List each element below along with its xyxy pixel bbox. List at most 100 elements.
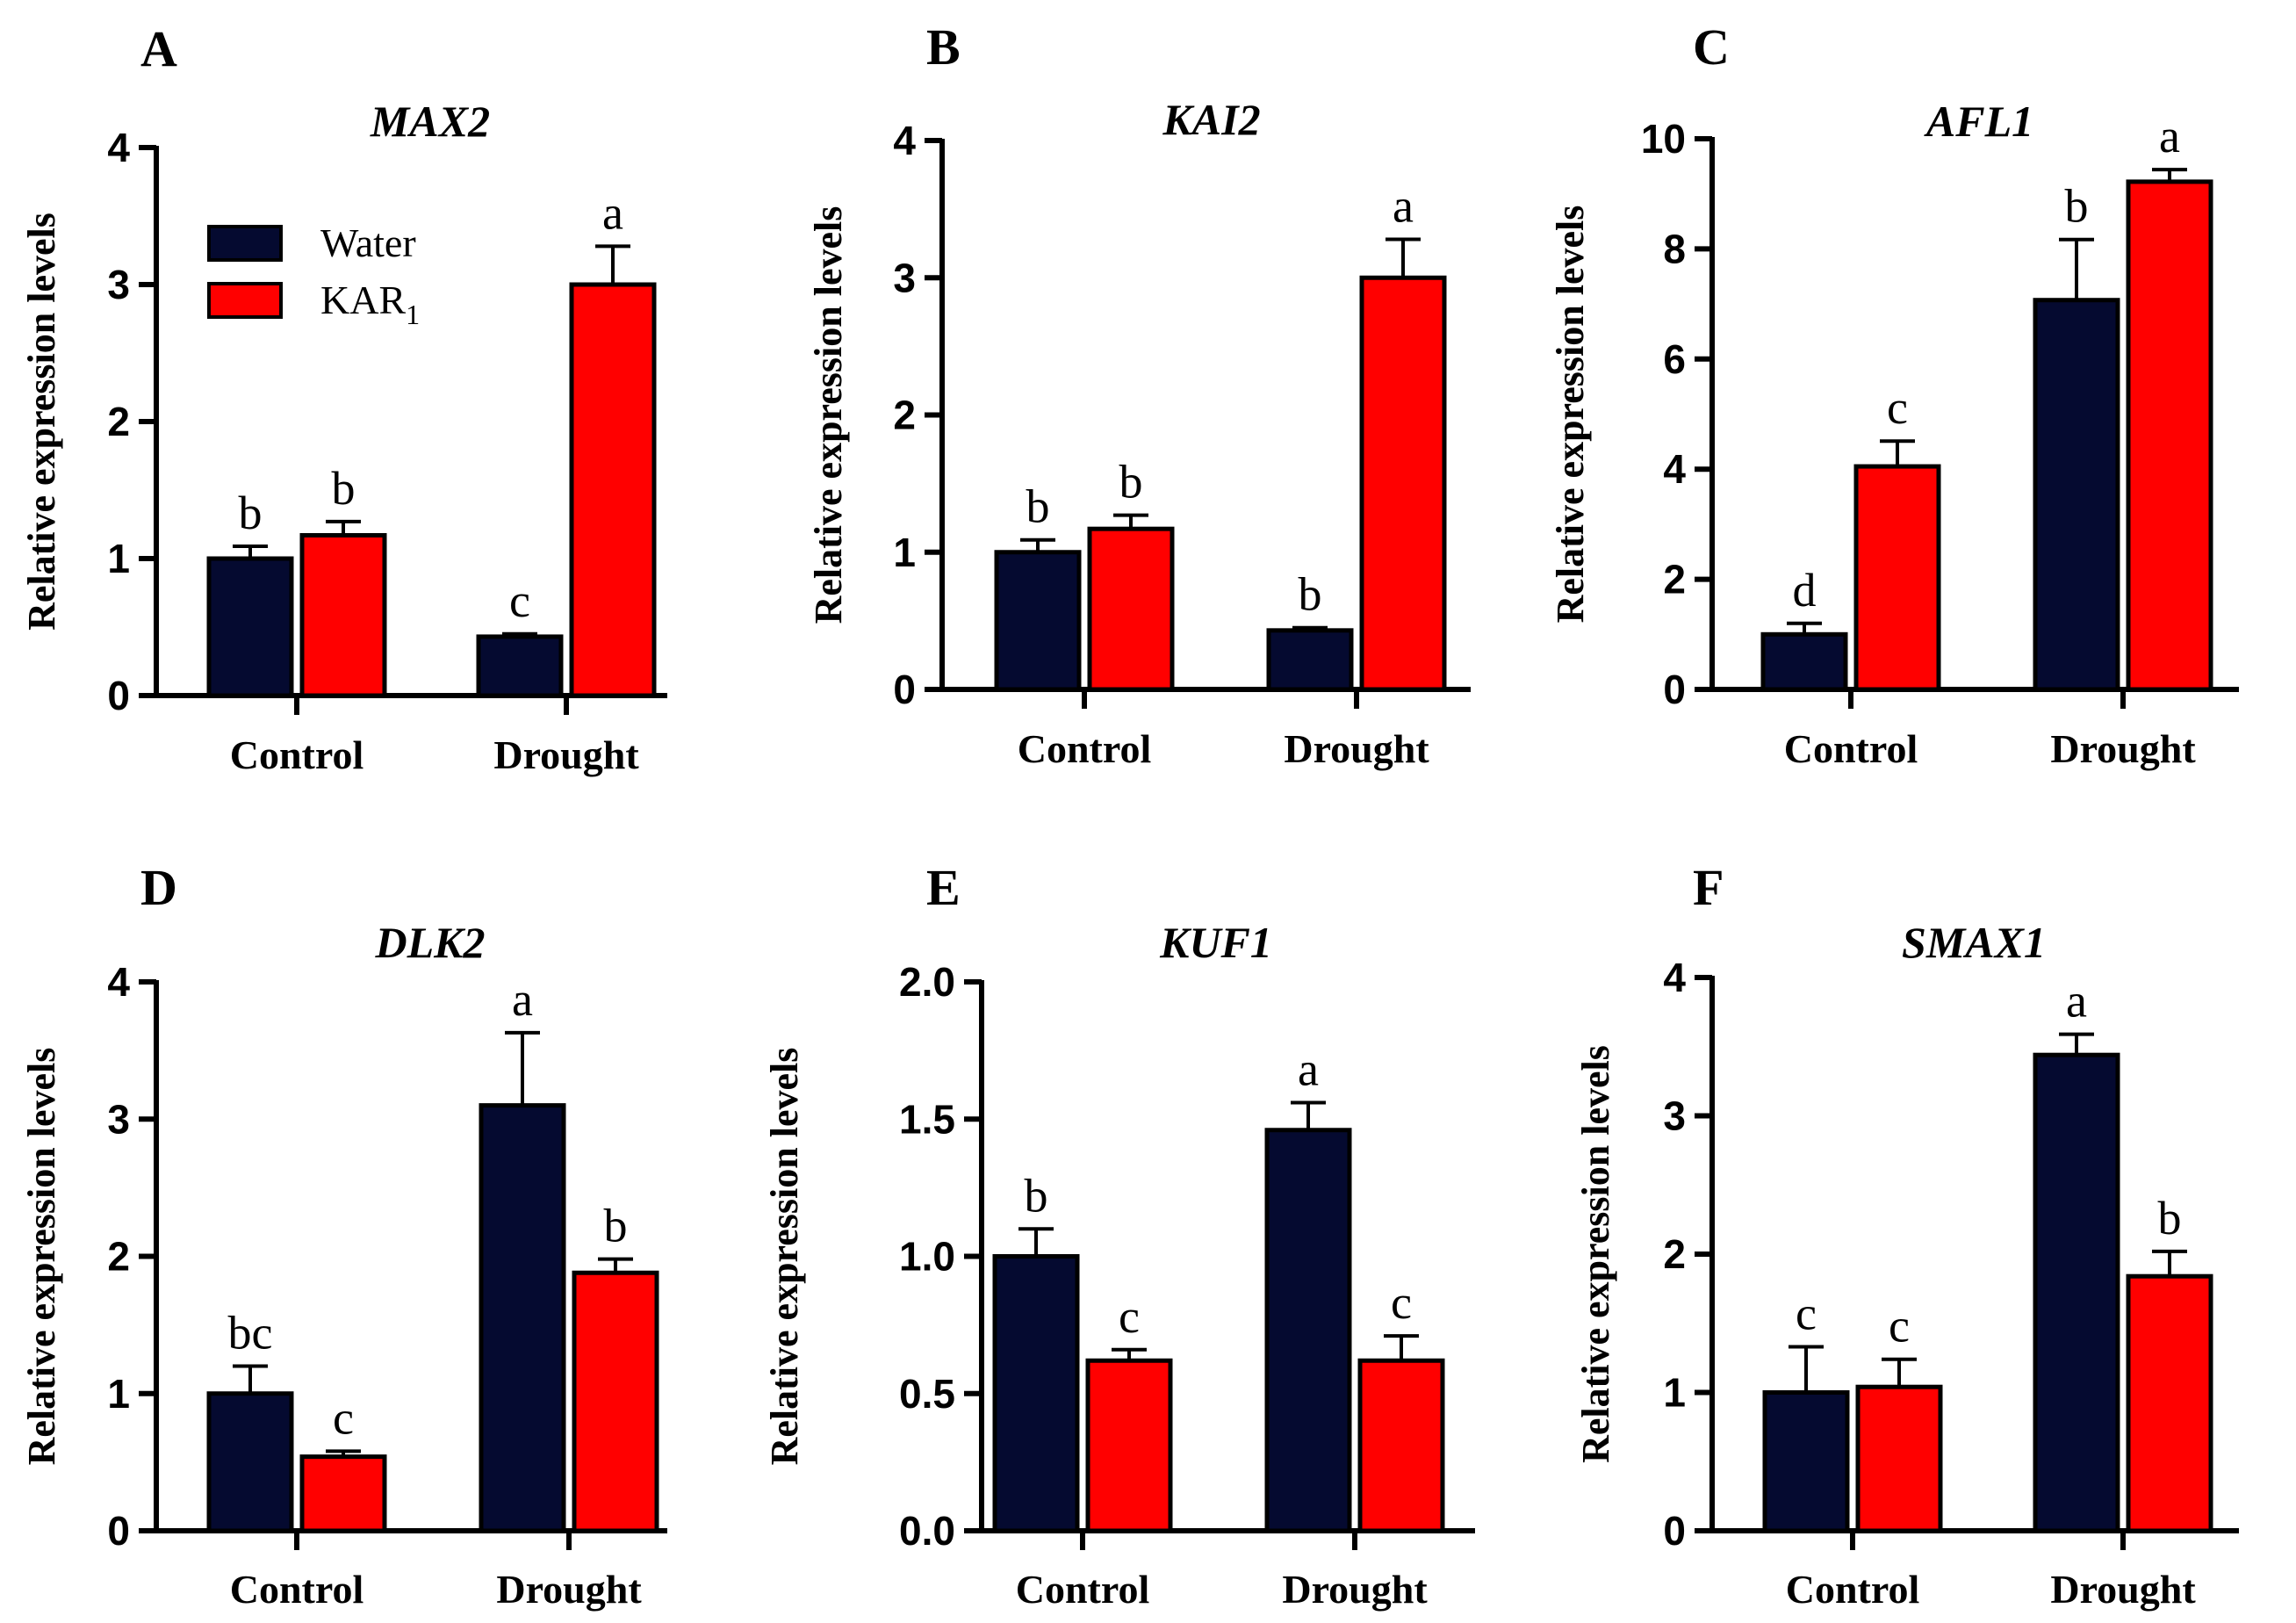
panel-b: B KAI2 Relative expression levels 0 1 2 3 4 Cont… [807, 18, 1471, 771]
bar [476, 634, 564, 698]
x-tick-label: Control [1784, 726, 1918, 771]
error-bar [505, 1030, 540, 1106]
bar [1760, 631, 1848, 692]
y-tick-label: 1.0 [899, 1234, 955, 1280]
panel-letter: A [140, 20, 177, 77]
chart-title: MAX2 [370, 97, 490, 146]
y-tick-label: 4 [1663, 446, 1686, 492]
y-tick-label: 2 [107, 399, 130, 444]
x-tick-label: Control [1016, 1567, 1150, 1612]
significance-label: d [1793, 564, 1817, 617]
significance-label: a [602, 186, 623, 239]
significance-label: b [2065, 180, 2089, 233]
y-tick-label: 0 [1663, 667, 1686, 712]
error-bar [1880, 439, 1915, 467]
bar [2126, 1273, 2213, 1533]
bar [1357, 1358, 1445, 1533]
significance-label: c [1796, 1288, 1817, 1340]
y-axis-label: Relative expression levels [807, 206, 850, 624]
bar [206, 1391, 294, 1533]
legend-label: Water [320, 220, 416, 265]
bar [1085, 1358, 1173, 1533]
y-tick-label: 2 [893, 393, 916, 438]
y-tick-label: 0.5 [899, 1371, 955, 1417]
bar [1359, 275, 1447, 692]
y-axis-label: Relative expression levels [20, 213, 63, 631]
chart-title: KAI2 [1162, 95, 1260, 144]
y-tick-label: 10 [1641, 116, 1686, 162]
y-tick-label: 1 [107, 536, 130, 581]
error-bar [1018, 1227, 1054, 1257]
panel-letter: D [140, 859, 177, 916]
y-tick-label: 0 [893, 667, 916, 712]
y-tick-label: 4 [107, 959, 130, 1005]
panel-letter: C [1693, 18, 1730, 76]
significance-label: c [509, 574, 530, 627]
y-tick-label: 6 [1663, 336, 1686, 382]
y-tick-label: 4 [107, 125, 130, 170]
y-axis-label: Relative expression levels [763, 1048, 806, 1466]
legend-label: KAR1 [320, 278, 420, 330]
error-bar [1882, 1357, 1917, 1388]
error-bar [1291, 1100, 1326, 1130]
significance-label: b [332, 462, 356, 515]
bar [572, 1270, 659, 1533]
panel-e: E KUF1 Relative expression levels 0.0 0.5 1.0… [763, 859, 1475, 1612]
significance-label: b [239, 487, 263, 539]
error-bar [233, 1364, 268, 1394]
x-tick-label: Control [230, 1567, 364, 1612]
x-tick-label: Control [1018, 726, 1152, 771]
y-tick-label: 1 [893, 530, 916, 575]
panel-letter: F [1693, 859, 1724, 916]
panel-d: D DLK2 Relative expression levels 0 1 2 3 4 Cont… [20, 859, 667, 1612]
significance-label: a [1393, 180, 1414, 233]
significance-label: c [333, 1391, 354, 1444]
error-bar [1384, 1334, 1419, 1361]
chart-title: KUF1 [1159, 918, 1272, 967]
x-tick-label: Drought [1284, 726, 1429, 771]
x-tick-label: Drought [2050, 1567, 2196, 1612]
error-bar [1386, 237, 1421, 278]
legend-swatch [207, 225, 283, 262]
error-bar [2152, 168, 2187, 182]
y-tick-label: 1 [1663, 1370, 1686, 1416]
error-bar [598, 1257, 633, 1273]
y-tick-label: 4 [1663, 955, 1686, 1000]
x-tick-label: Control [230, 732, 364, 777]
y-tick-label: 2.0 [899, 959, 955, 1005]
bar [1855, 1384, 1943, 1533]
y-tick-label: 8 [1663, 226, 1686, 271]
chart-title: DLK2 [375, 918, 486, 967]
x-tick-label: Drought [1282, 1567, 1428, 1612]
bar [299, 1454, 387, 1533]
y-tick-label: 3 [107, 1096, 130, 1142]
y-axis-label: Relative expression levels [1574, 1045, 1617, 1463]
significance-label: b [1119, 456, 1143, 509]
chart-title: AFL1 [1924, 97, 2033, 146]
panel-a: A MAX2 Relative expression levels 0 1 2 3 4 Cont… [20, 20, 667, 777]
bar [1264, 1128, 1352, 1533]
bar [2033, 1052, 2120, 1533]
significance-label: c [1391, 1276, 1412, 1329]
error-bar [595, 244, 630, 285]
x-tick-label: Drought [493, 732, 639, 777]
error-bar [1112, 1347, 1147, 1361]
bar [479, 1103, 566, 1533]
y-tick-label: 2 [107, 1234, 130, 1280]
significance-label: b [2158, 1192, 2182, 1244]
error-bar [502, 631, 537, 637]
error-bar [233, 544, 268, 559]
significance-label: b [1026, 480, 1050, 533]
y-tick-label: 2 [1663, 1231, 1686, 1277]
error-bar [1789, 1345, 1824, 1393]
bar [1762, 1390, 1850, 1533]
y-tick-label: 4 [893, 118, 916, 163]
y-tick-label: 3 [1663, 1093, 1686, 1139]
bar [206, 556, 294, 698]
significance-label: a [2159, 110, 2180, 162]
panel-f: F SMAX1 Relative expression levels 0 1 2 3 4 Con… [1574, 859, 2239, 1612]
legend-subscript: 1 [406, 299, 420, 330]
error-bar [1020, 537, 1055, 552]
legend-swatch [207, 282, 283, 319]
